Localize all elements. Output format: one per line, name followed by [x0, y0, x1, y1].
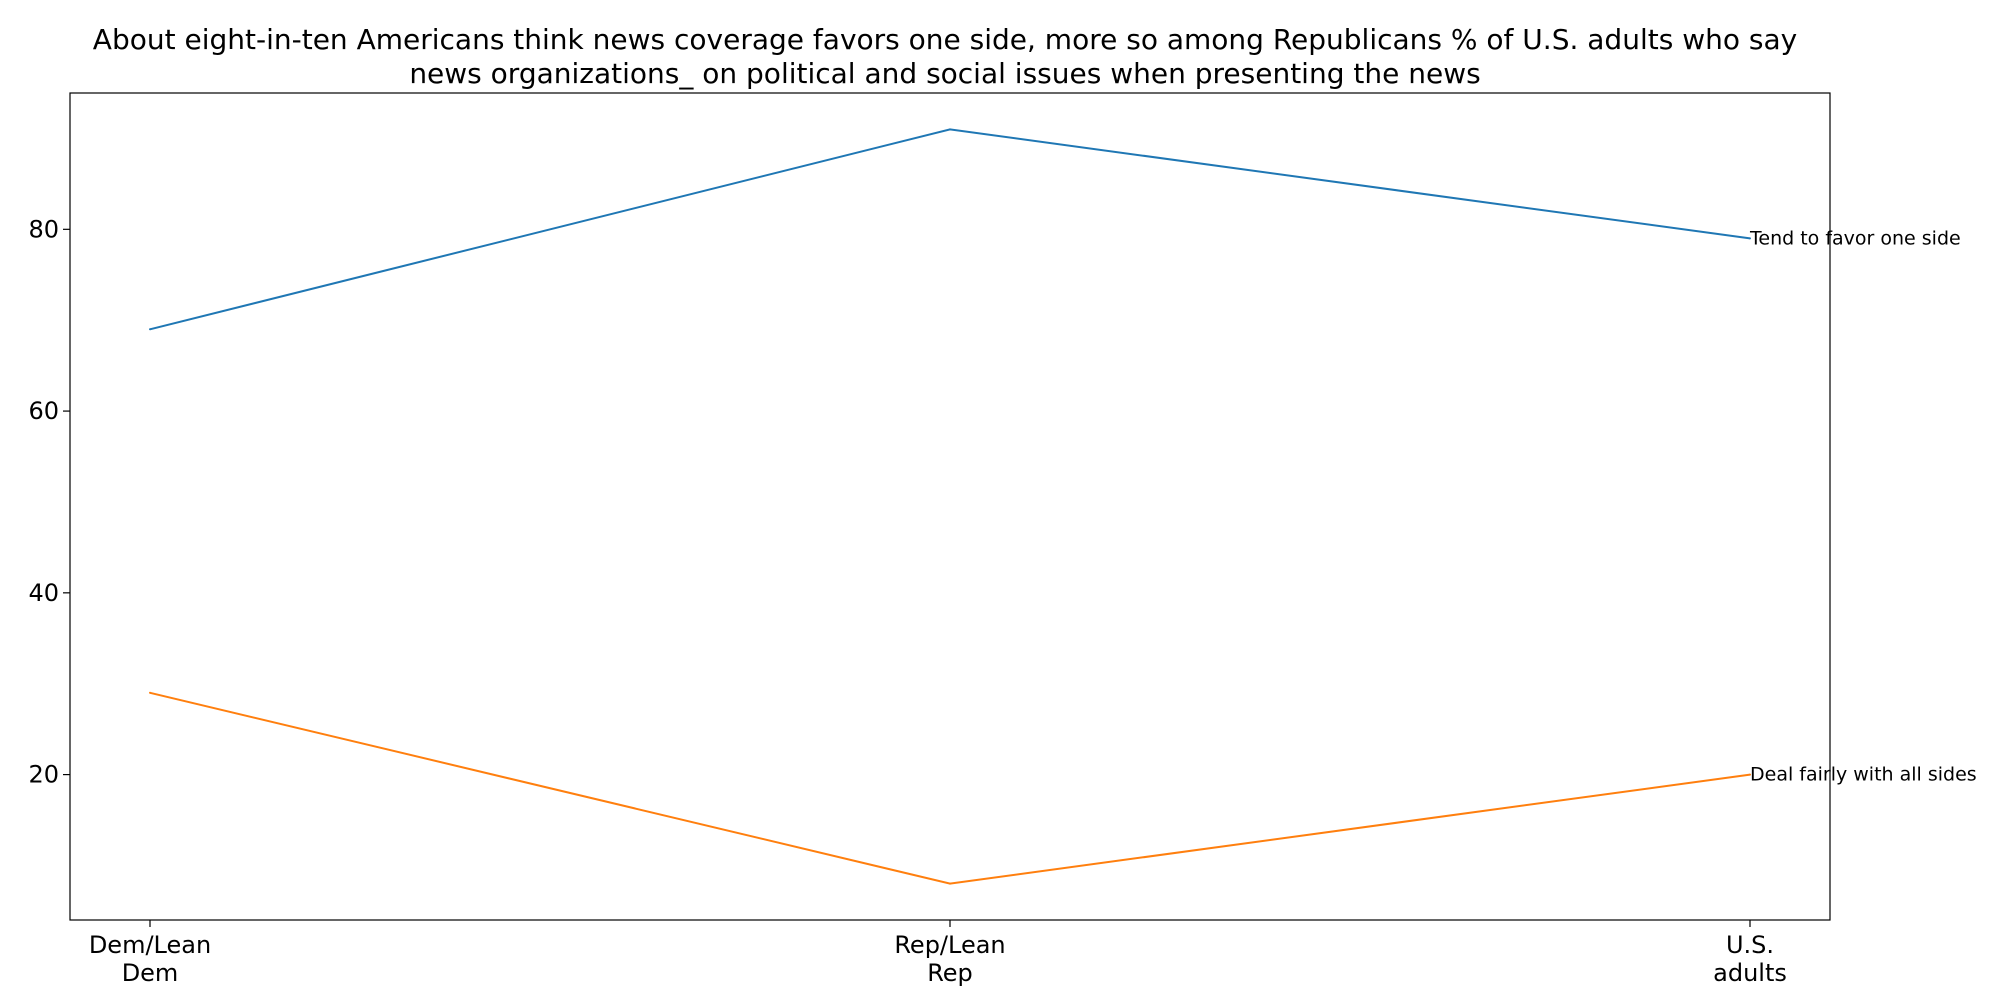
- y-tick-label: 20: [28, 761, 59, 789]
- y-axis: 20 40 60 80: [28, 215, 70, 789]
- data-point: [1749, 773, 1751, 776]
- y-tick-label: 80: [28, 215, 59, 243]
- series-end-label: Deal fairly with all sides: [1750, 764, 1977, 786]
- data-point: [949, 882, 951, 885]
- y-tick-label: 60: [28, 397, 59, 425]
- chart-title: About eight-in-ten Americans think news …: [93, 23, 1797, 90]
- series-end-label: Tend to favor one side: [1749, 227, 1961, 249]
- series-line: [149, 691, 1751, 885]
- chart-title-line-2: news organizations_ on political and soc…: [409, 57, 1480, 90]
- data-point: [949, 128, 951, 131]
- series-label-layer: Tend to favor one side Deal fairly with a…: [1749, 227, 1977, 785]
- chart-title-line-1: About eight-in-ten Americans think news …: [93, 23, 1797, 56]
- series-line: [149, 128, 1751, 331]
- data-point: [149, 328, 151, 331]
- x-tick-label: adults: [1713, 959, 1787, 987]
- x-tick-label: Dem/Lean: [89, 931, 211, 959]
- x-tick-label: Rep/Lean: [894, 931, 1005, 959]
- y-tick-label: 40: [28, 579, 59, 607]
- x-tick-label: U.S.: [1726, 931, 1774, 959]
- data-point: [149, 691, 151, 694]
- x-tick-label: Rep: [927, 959, 973, 987]
- data-point: [1749, 237, 1751, 240]
- series-layer: [149, 128, 1751, 885]
- x-tick-label: Dem: [122, 959, 179, 987]
- plot-area-frame: [69, 92, 1831, 921]
